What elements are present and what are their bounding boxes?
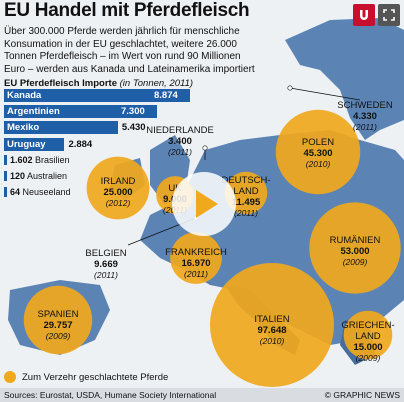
label-spanien: SPANIEN 29.757 (2009) — [18, 309, 98, 342]
country-value: 25.000 — [103, 187, 133, 198]
page-title: EU Handel mit Pferdefleisch — [4, 0, 250, 21]
bubble-polen — [275, 109, 361, 195]
bar-label: Argentinien — [7, 106, 60, 118]
country-name: GRIECHEN- LAND — [341, 320, 395, 342]
sources-text: Sources: Eurostat, USDA, Humane Society … — [4, 390, 217, 400]
country-name: FRANKREICH — [165, 247, 227, 258]
leader-schweden — [289, 87, 361, 101]
label-niederlande: NIEDERLANDE 3.400 (2011) — [140, 125, 220, 158]
country-value: 53.000 — [340, 246, 370, 257]
bubble-frankreich — [170, 232, 222, 284]
country-year: (2011) — [353, 122, 377, 132]
bar-label: Uruguay — [7, 138, 46, 150]
bar-chart-unit: (in Tonnen, 2011) — [119, 78, 194, 89]
country-value: 29.757 — [43, 320, 73, 331]
play-button[interactable] — [172, 172, 236, 236]
scandinavia-land — [285, 18, 404, 140]
bubble-griechen-land — [343, 310, 393, 360]
leader-dot — [202, 145, 208, 151]
bar-value: 8.874 — [154, 90, 178, 101]
country-name: RUMÄNIEN — [329, 235, 381, 246]
country-year: (2009) — [342, 257, 368, 267]
bar-chart-heading: EU Pferdefleisch Importe — [4, 78, 117, 89]
leader-dot — [287, 85, 293, 91]
country-name: ITALIEN — [254, 314, 290, 325]
country-year: (2011) — [168, 147, 192, 157]
bar-value: 7.300 — [121, 106, 145, 118]
play-icon — [196, 190, 218, 218]
label-irland: IRLAND 25.000 (2012) — [78, 176, 158, 209]
country-value: 45.300 — [303, 148, 333, 159]
country-year: (2009) — [355, 353, 381, 363]
country-value: 15.000 — [353, 342, 383, 353]
bar-mexiko — [4, 121, 118, 135]
country-name: POLEN — [301, 137, 335, 148]
country-year: (2010) — [305, 159, 331, 169]
bar-argentinien — [4, 105, 157, 119]
bar-value: 1.602 — [4, 154, 33, 165]
credit-text: © GRAPHIC NEWS — [324, 390, 400, 400]
magnet-icon[interactable] — [353, 4, 375, 26]
country-year: (2010) — [259, 336, 285, 346]
bar-australien: 120 Australien — [4, 170, 67, 183]
legend: Zum Verzehr geschlachtete Pferde — [4, 371, 168, 383]
label-polen: POLEN 45.300 (2010) — [278, 137, 358, 170]
legend-swatch — [4, 371, 16, 383]
label-frankreich: FRANKREICH 16.970 (2011) — [156, 247, 236, 280]
country-value: 97.648 — [257, 325, 287, 336]
bar-brasilien: 1.602 Brasilien — [4, 154, 70, 167]
bar-value: 2.884 — [68, 138, 93, 150]
footer: Sources: Eurostat, USDA, Humane Society … — [0, 388, 404, 402]
bar-chart-title: EU Pferdefleisch Importe (in Tonnen, 201… — [4, 78, 193, 89]
label-belgien: BELGIEN 9.669 (2011) — [66, 248, 146, 281]
country-year: (2012) — [105, 198, 131, 208]
country-value: 3.400 — [168, 136, 192, 147]
intro-text: Über 300.000 Pferde werden jährlich für … — [4, 26, 255, 75]
bar-neuseeland: 64 Neuseeland — [4, 186, 71, 199]
country-value: 4.330 — [353, 111, 377, 122]
country-year: (2011) — [234, 208, 258, 218]
bubble-irland — [86, 156, 150, 220]
expand-icon[interactable] — [378, 4, 400, 26]
label-griechen-land: GRIECHEN- LAND 15.000 (2009) — [328, 320, 404, 364]
bar-value: 120 — [4, 171, 26, 181]
country-name: BELGIEN — [85, 248, 127, 259]
bubble-spanien — [23, 285, 93, 355]
legend-label: Zum Verzehr geschlachtete Pferde — [22, 371, 169, 383]
bar-label: Kanada — [7, 90, 42, 101]
country-name: NIEDERLANDE — [146, 125, 214, 136]
label-deutsch-land: DEUTSCH- LAND 11.495 (2011) — [206, 175, 286, 219]
country-year: (2011) — [94, 270, 118, 280]
country-name: DEUTSCH- LAND — [221, 175, 271, 197]
bubble-layer — [23, 109, 401, 387]
country-name: IRLAND — [100, 176, 136, 187]
country-year: (2011) — [184, 269, 208, 279]
bar-label: Mexiko — [7, 122, 40, 134]
top-icons — [353, 4, 400, 26]
bar-value: 64 — [4, 187, 21, 198]
country-name: SPANIEN — [37, 309, 79, 320]
bar-value: 5.430 — [121, 122, 146, 134]
bubble-rumänien — [309, 202, 401, 294]
label-italien: ITALIEN 97.648 (2010) — [232, 314, 312, 347]
label-rumänien: RUMÄNIEN 53.000 (2009) — [315, 235, 395, 268]
bar-kanada — [4, 89, 190, 102]
country-year: (2009) — [45, 331, 71, 341]
bubble-italien — [210, 263, 334, 387]
label-schweden: SCHWEDEN 4.330 (2011) — [325, 100, 404, 133]
country-name: SCHWEDEN — [337, 100, 393, 111]
bar-uruguay — [4, 137, 65, 151]
country-value: 16.970 — [181, 258, 211, 269]
country-value: 11.495 — [231, 197, 261, 208]
country-value: 9.669 — [94, 259, 118, 270]
